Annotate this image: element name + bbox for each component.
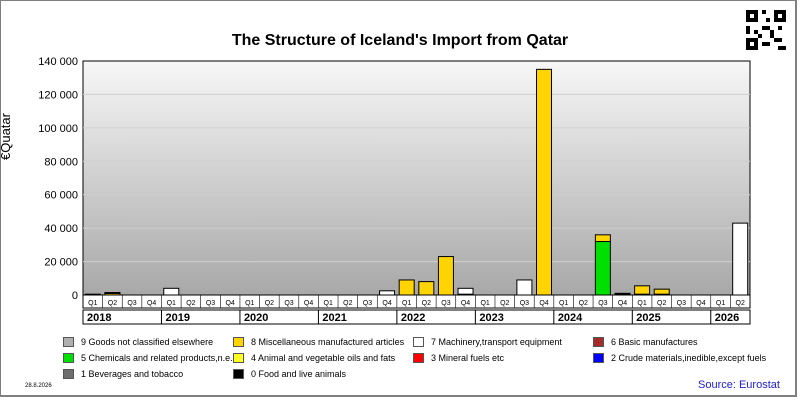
legend-swatch [233, 369, 244, 379]
year-label: 2022 [401, 312, 425, 324]
legend-swatch [593, 337, 604, 347]
x-tick-label: Q2 [500, 300, 509, 307]
x-tick-label: Q4 [382, 300, 391, 307]
bar-segment [614, 292, 631, 295]
y-tick-label: 80 000 [44, 156, 78, 168]
year-label: 2018 [87, 312, 111, 324]
bar-segment [732, 222, 749, 296]
y-tick-label: 120 000 [38, 89, 78, 101]
bar-segment [457, 287, 474, 295]
year-label: 2020 [244, 312, 268, 324]
bar-segment [437, 256, 454, 296]
bar-segment [379, 290, 396, 296]
x-tick-label: Q2 [343, 300, 352, 307]
legend-swatch [413, 353, 424, 363]
legend-swatch [233, 353, 244, 363]
x-tick-label: Q3 [284, 300, 293, 307]
source-label: Source: Eurostat [698, 379, 780, 391]
legend-label: 1 Beverages and tobacco [81, 369, 184, 379]
y-tick-label: 100 000 [38, 123, 78, 135]
date-stamp: 28.8.2026 [25, 383, 52, 389]
chart-title: The Structure of Iceland's Import from Q… [231, 32, 569, 49]
x-tick-label: Q2 [657, 300, 666, 307]
legend-swatch [413, 337, 424, 347]
x-tick-label: Q1 [324, 300, 333, 307]
x-tick-label: Q3 [363, 300, 372, 307]
year-label: 2023 [479, 312, 503, 324]
y-tick-label: 40 000 [44, 223, 78, 235]
x-tick-label: Q2 [265, 300, 274, 307]
x-axis: Q1 Q2 Q3 Q4 Q1 Q2 Q3 Q4 Q1 Q2 Q3 Q4 Q1 Q2 Q3 Q4 Q1 Q2 Q3 Q4… [82, 294, 751, 325]
year-label: 2026 [715, 312, 739, 324]
bar-segment [594, 241, 611, 296]
qr-code-icon [746, 10, 786, 50]
legend-label: 3 Mineral fuels etc [431, 353, 505, 363]
x-tick-label: Q4 [461, 300, 470, 307]
x-tick-label: Q2 [186, 300, 195, 307]
year-axis [82, 309, 751, 325]
x-tick-label: Q2 [108, 300, 117, 307]
year-label: 2019 [165, 312, 189, 324]
x-tick-label: Q1 [559, 300, 568, 307]
x-tick-label: Q1 [167, 300, 176, 307]
x-tick-label: Q3 [206, 300, 215, 307]
x-tick-label: Q4 [539, 300, 548, 307]
x-tick-label: Q1 [637, 300, 646, 307]
legend-swatch [63, 337, 74, 347]
x-tick-label: Q3 [598, 300, 607, 307]
x-tick-label: Q3 [441, 300, 450, 307]
year-label: 2024 [558, 312, 583, 324]
legend-label: 4 Animal and vegetable oils and fats [251, 353, 396, 363]
x-tick-label: Q3 [127, 300, 136, 307]
bar-segment [516, 279, 533, 296]
bar-segment [418, 281, 435, 296]
x-tick-label: Q3 [520, 300, 529, 307]
legend-swatch [63, 353, 74, 363]
legend-swatch [63, 369, 74, 379]
legend-swatch [593, 353, 604, 363]
x-tick-label: Q4 [618, 300, 627, 307]
bar-segment [398, 279, 415, 296]
legend-label: 0 Food and live animals [251, 369, 347, 379]
bar-segment [536, 68, 553, 296]
x-tick-label: Q2 [579, 300, 588, 307]
legend-label: 6 Basic manufactures [611, 337, 698, 347]
x-tick-label: Q4 [696, 300, 705, 307]
year-label: 2021 [322, 312, 346, 324]
bar-segment [104, 291, 121, 294]
x-tick-label: Q4 [225, 300, 234, 307]
x-tick-label: Q3 [677, 300, 686, 307]
y-tick-label: 20 000 [44, 257, 78, 269]
x-tick-label: Q1 [716, 300, 725, 307]
year-label: 2025 [636, 312, 660, 324]
y-tick-label: 0 [72, 290, 78, 302]
y-tick-label: 140 000 [38, 56, 78, 68]
x-tick-label: Q1 [402, 300, 411, 307]
y-tick-labels: 0 20 000 40 000 60 000 80 000 100 000 120 000 1… [38, 56, 78, 302]
bar-segment [594, 234, 611, 243]
legend-swatch [233, 337, 244, 347]
y-tick-label: 60 000 [44, 190, 78, 202]
x-tick-label: Q4 [147, 300, 156, 307]
x-tick-label: Q2 [422, 300, 431, 307]
bar-segment [163, 287, 180, 296]
x-tick-label: Q1 [88, 300, 97, 307]
legend-label: 9 Goods not classified elsewhere [81, 337, 214, 347]
legend-label: 2 Crude materials,inedible,except fuels [611, 353, 767, 363]
gridlines [83, 93, 750, 263]
bars [84, 68, 749, 296]
legend-label: 5 Chemicals and related products,n.e.s. [81, 353, 240, 363]
x-tick-label: Q1 [480, 300, 489, 307]
plot-area [82, 60, 751, 296]
bar-segment [653, 288, 670, 295]
legend-label: 7 Machinery,transport equipment [431, 337, 562, 347]
x-tick-label: Q2 [736, 300, 745, 307]
x-tick-label: Q1 [245, 300, 254, 307]
bar-segment [634, 285, 651, 295]
legend-label: 8 Miscellaneous manufactured articles [251, 337, 405, 347]
x-tick-label: Q4 [304, 300, 313, 307]
